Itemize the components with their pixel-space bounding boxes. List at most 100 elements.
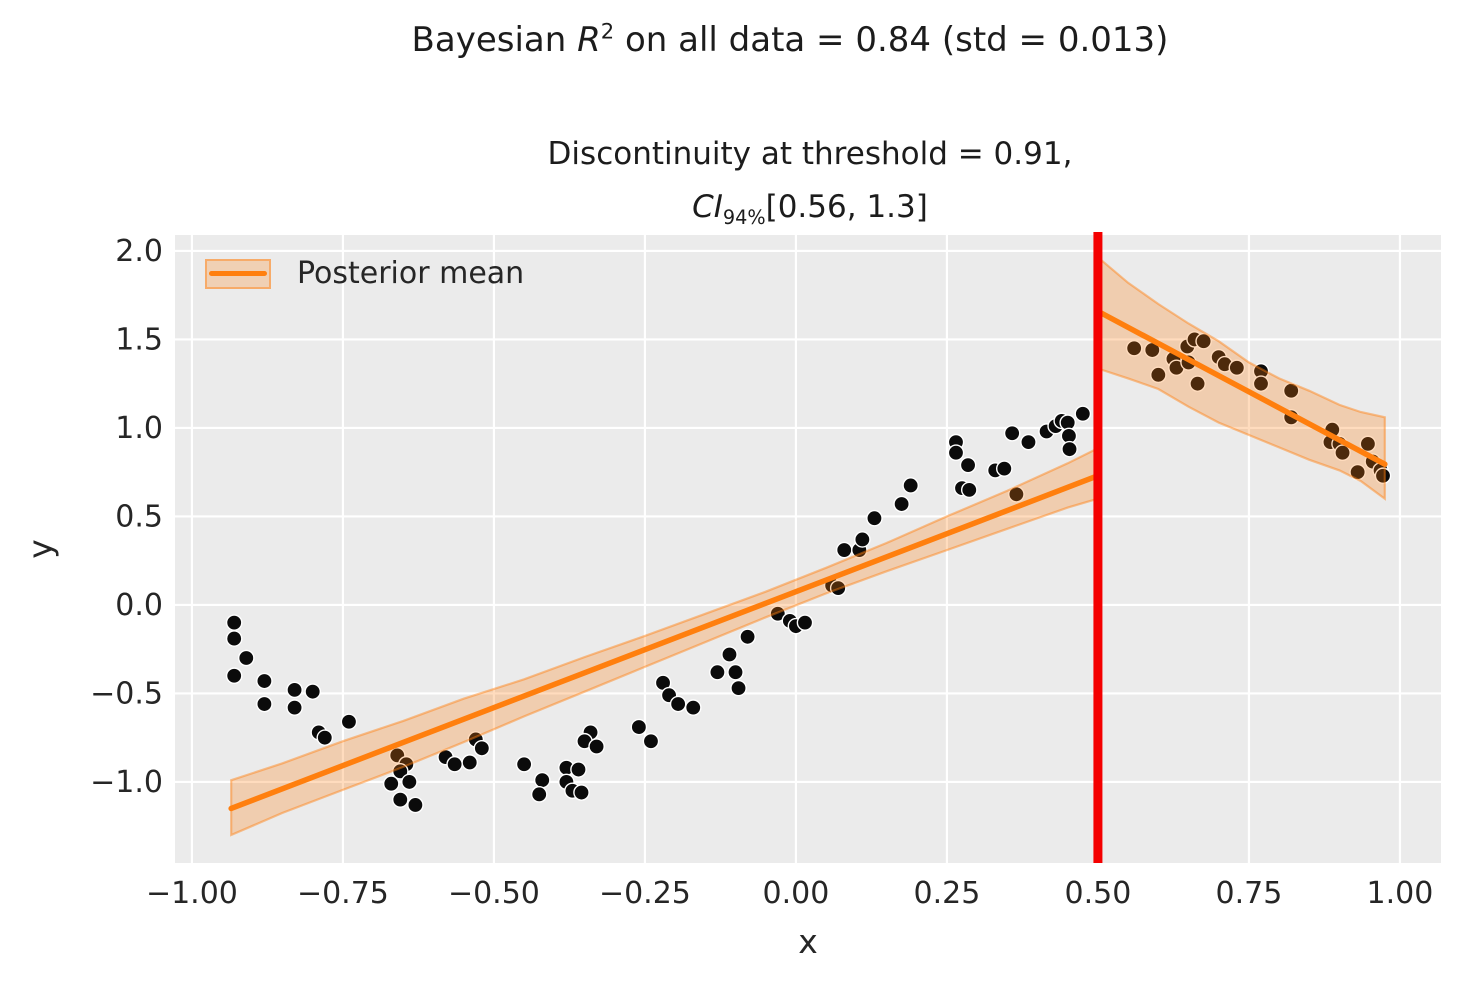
title-superscript: 2 [600,18,615,44]
scatter-point [1334,444,1351,462]
scatter-point [902,477,919,494]
scatter-point [237,649,255,667]
y-tick-label: 1.0 [115,411,163,446]
scatter-point [1349,463,1366,481]
scatter-point [533,771,551,789]
scatter-point [225,630,243,647]
scatter-point [391,763,409,780]
x-tick-label: 0.50 [1065,876,1132,911]
scatter-point [959,456,977,474]
scatter-point [1252,375,1270,392]
scatter-point [473,740,491,757]
ci-symbol: CI [692,189,723,225]
scatter-point [1125,339,1143,357]
scatter-point [1074,405,1092,423]
scatter-point [829,579,847,597]
subtitle-line1: Discontinuity at threshold = 0.91, [547,136,1073,172]
scatter-point [340,713,358,731]
posterior-mean-line-pre-threshold [228,472,1101,812]
scatter-point [684,699,702,716]
x-tick-label: 1.00 [1367,876,1434,911]
legend-swatch-posterior-mean [205,258,271,289]
scatter-point [588,738,605,755]
scatter-point [854,531,871,548]
scatter-point [739,628,756,646]
scatter-point [727,663,744,681]
credible-band-post-threshold [1099,257,1386,501]
legend-mean-line-icon [209,271,267,276]
x-axis-label: x [798,922,818,961]
scatter-point [570,761,587,778]
x-tick-label: 0.25 [914,876,981,911]
scatter-point [642,732,660,750]
scatter-point [669,695,687,713]
scatter-point [286,681,303,699]
x-tick-label: −0.25 [599,876,691,911]
scatter-point [1228,359,1246,377]
title-prefix: Bayesian [411,20,578,60]
scatter-point [866,509,883,527]
scatter-point [960,481,978,499]
scatter-point [256,695,273,713]
scatter-point [730,679,747,697]
scatter-point [1061,440,1078,458]
y-axis-label: y [20,539,60,559]
scatter-point [446,755,463,773]
y-tick-label: 0.0 [115,588,163,623]
x-tick-label: −0.50 [448,876,540,911]
scatter-point [996,460,1013,477]
scatter-point [225,614,243,631]
y-tick-label: 2.0 [115,234,163,269]
scatter-point [530,786,548,803]
scatter-point [709,663,726,681]
figure-title: Bayesian R2 on all data = 0.84 (std = 0.… [412,20,1169,60]
scatter-point [1008,486,1025,503]
x-tick-label: −1.00 [146,876,238,911]
title-math-symbol: R [577,20,601,60]
scatter-point [1189,375,1206,392]
scatter-point [573,784,590,801]
legend-label: Posterior mean [297,256,525,291]
scatter-point [1003,424,1021,442]
scatter-point [286,699,303,716]
scatter-point [796,614,814,631]
axes-title: Discontinuity at threshold = 0.91, CI94%… [548,128,1073,234]
scatter-point [391,791,409,808]
y-tick-label: 1.5 [115,322,163,357]
ci-subscript: 94% [722,206,766,230]
x-tick-label: 0.75 [1216,876,1283,911]
scatter-point [461,754,479,771]
posterior-mean-line-post-threshold [1098,310,1388,467]
scatter-point [893,495,910,513]
y-tick-label: 0.5 [115,499,163,534]
scatter-point [515,755,533,773]
scatter-point [721,646,738,663]
legend: Posterior mean [205,256,524,291]
scatter-point [382,775,400,793]
scatter-point [225,667,243,685]
scatter-point [304,683,322,700]
scatter-point [407,796,424,814]
scatter-point [316,729,334,746]
ci-suffix: [0.56, 1.3] [765,189,928,225]
scatter-point [401,773,418,791]
scatter-point [256,672,273,690]
y-tick-label: −0.5 [90,676,163,711]
scatter-point [1020,433,1037,451]
scatter-point [1150,366,1167,384]
x-tick-label: 0.00 [763,876,830,911]
scatter-point [1195,332,1212,350]
scatter-point [835,541,853,559]
scatter-point [769,605,787,623]
scatter-point [947,444,965,462]
title-suffix: on all data = 0.84 (std = 0.013) [614,20,1169,60]
scatter-point [1359,435,1377,453]
scatter-point [1374,467,1392,485]
scatter-point [1282,382,1300,400]
y-tick-label: −1.0 [90,765,163,800]
subtitle-line2: CI94%[0.56, 1.3] [548,181,1073,234]
x-tick-label: −0.75 [297,876,389,911]
scatter-point [630,718,648,736]
